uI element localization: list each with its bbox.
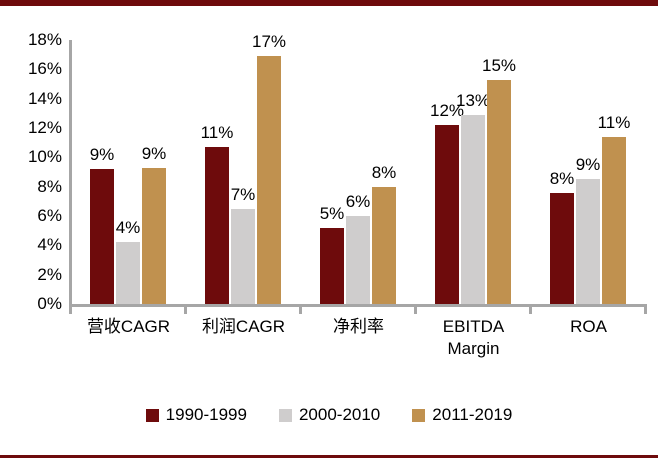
bar-1990-1999-0 bbox=[90, 169, 114, 304]
y-axis-tick-label: 0% bbox=[37, 294, 62, 313]
y-axis-tick-label: 6% bbox=[37, 206, 62, 225]
bar-value-label: 13% bbox=[455, 90, 491, 110]
bar-1990-1999-2 bbox=[320, 227, 344, 304]
bar-2000-2010-2 bbox=[346, 216, 370, 304]
bar-1990-1999-3 bbox=[435, 125, 459, 304]
y-axis-tick-label: 8% bbox=[37, 176, 62, 196]
y-axis-tick-label: 16% bbox=[27, 59, 62, 79]
x-axis-tick bbox=[644, 304, 647, 314]
bar-value-label: 11% bbox=[200, 123, 234, 143]
bar-2000-2010-3 bbox=[461, 114, 485, 304]
x-axis-category-label: EBITDA Margin bbox=[442, 317, 505, 358]
bar-value-label: 12% bbox=[429, 101, 465, 121]
bar-value-label: 17% bbox=[251, 32, 287, 52]
bar-1990-1999-1 bbox=[205, 147, 229, 304]
bar-2011-2019-0 bbox=[142, 167, 166, 304]
bar-value-label: 7% bbox=[230, 184, 256, 204]
legend-swatch-icon bbox=[278, 408, 292, 422]
y-axis-tick-label: 4% bbox=[37, 235, 62, 255]
bar-2011-2019-4 bbox=[602, 136, 626, 304]
x-axis-tick bbox=[529, 304, 532, 314]
y-axis-line bbox=[69, 40, 72, 307]
bar-value-label: 9% bbox=[89, 145, 115, 165]
bar-value-label: 4% bbox=[115, 218, 141, 238]
bar-value-label: 5% bbox=[319, 203, 345, 223]
legend-label: 2011-2019 bbox=[432, 405, 513, 424]
bar-1990-1999-4 bbox=[550, 192, 574, 304]
bottom-accent-rule bbox=[0, 455, 658, 458]
bar-2000-2010-4 bbox=[576, 179, 600, 304]
bar-value-label: 9% bbox=[575, 155, 601, 175]
x-axis-category-label: 营收CAGR bbox=[86, 317, 171, 336]
bar-2011-2019-3 bbox=[487, 79, 511, 304]
x-axis-line bbox=[69, 304, 647, 307]
chart-legend: 1990-1999 2000-2010 2011-2019 bbox=[0, 405, 658, 425]
bar-value-label: 8% bbox=[549, 168, 575, 188]
bar-value-label: 9% bbox=[141, 143, 167, 163]
x-axis-tick bbox=[69, 304, 72, 314]
bar-2011-2019-2 bbox=[372, 186, 396, 304]
bar-value-label: 11% bbox=[597, 112, 631, 132]
legend-item-1990-1999: 1990-1999 bbox=[145, 405, 247, 425]
y-axis-tick-label: 12% bbox=[27, 118, 62, 137]
y-axis-tick-label: 10% bbox=[27, 147, 62, 167]
legend-swatch-icon bbox=[145, 408, 159, 422]
y-axis-tick-label: 14% bbox=[27, 88, 62, 108]
x-axis-category-label: ROA bbox=[570, 317, 607, 336]
bar-2011-2019-1 bbox=[257, 56, 281, 304]
bar-value-label: 8% bbox=[371, 162, 397, 182]
x-axis-category-label: 净利率 bbox=[333, 317, 384, 336]
bar-value-label: 6% bbox=[345, 192, 371, 211]
bar-2000-2010-0 bbox=[116, 242, 140, 304]
bar-value-label: 15% bbox=[481, 55, 517, 75]
x-axis-category-label: 利润CAGR bbox=[201, 317, 286, 336]
top-accent-bar bbox=[0, 0, 658, 6]
bar-2000-2010-1 bbox=[231, 208, 255, 304]
y-axis-tick-label: 2% bbox=[37, 264, 62, 284]
legend-item-2000-2010: 2000-2010 bbox=[278, 405, 381, 425]
legend-label: 1990-1999 bbox=[165, 405, 247, 424]
x-axis-tick bbox=[299, 304, 302, 314]
legend-label: 2000-2010 bbox=[298, 405, 381, 424]
legend-swatch-icon bbox=[412, 408, 426, 422]
y-axis-tick-label: 18% bbox=[27, 30, 62, 49]
x-axis-tick bbox=[184, 304, 187, 314]
legend-item-2011-2019: 2011-2019 bbox=[412, 405, 512, 425]
x-axis-tick bbox=[414, 304, 417, 314]
